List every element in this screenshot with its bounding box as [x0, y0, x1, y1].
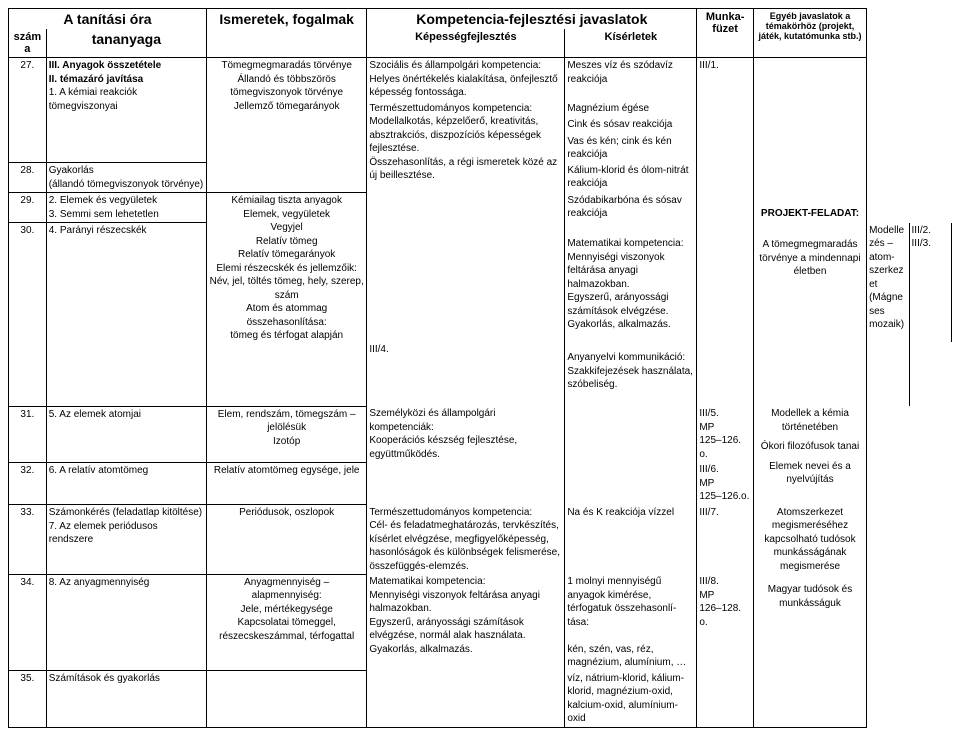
other-1a: PROJEKT-FELADAT:: [756, 207, 864, 221]
cell-skill-b: Természettudományos kompetencia: Modella…: [367, 101, 565, 343]
cell-topic-32: 6. A relatív atomtömeg: [46, 462, 206, 505]
cell-concept-f: Anyagmennyiség – alapmennyiség: Jele, mé…: [207, 574, 367, 671]
exp-b3: Vas és kén; cink és kén reakciója: [567, 135, 694, 162]
cell-wb-2: III/2. III/3.: [909, 223, 951, 343]
cell-wb-5: III/5. MP 125–126. o.: [697, 406, 754, 462]
other-1b: A tömegmegmaradás törvénye a mindennapi …: [756, 238, 864, 279]
header-concepts: Ismeretek, fogalmak: [207, 9, 367, 58]
cell-exp-g: [565, 462, 697, 505]
cell-num-30: 30.: [9, 223, 47, 407]
exp-b2: Cink és sósav reakciója: [567, 118, 694, 132]
cell-wb-8: III/8. MP 126–128. o.: [697, 574, 754, 671]
row-33: 33. Számonkérés (feladatlap kitöltése) 7…: [9, 505, 952, 575]
cell-wb-4: III/4.: [367, 342, 565, 406]
cell-num-29: 29.: [9, 193, 47, 223]
cell-other-blank: [753, 58, 866, 193]
cell-concept-g: [207, 671, 367, 728]
skill-c1: Matematikai kompetencia: Mennyiségi visz…: [567, 237, 694, 332]
cell-topic-27: III. Anyagok összetételeII. témazáró jav…: [46, 58, 206, 163]
header-lesson: A tanítási óra: [9, 9, 207, 30]
cell-topic-31: 5. Az elemek atomjai: [46, 406, 206, 462]
row-31: 31. 5. Az elemek atomjai Elem, rendszám,…: [9, 406, 952, 462]
cell-skill-g: Matematikai kompetencia: Mennyiségi visz…: [367, 574, 565, 671]
header-skills: Képességfejlesztés: [367, 29, 565, 58]
header-workbook: Munka-füzet: [697, 9, 754, 58]
cell-num-32: 32.: [9, 462, 47, 505]
text-27: III. Anyagok összetételeII. témazáró jav…: [49, 60, 161, 112]
cell-other-2: Modellek a kémia történetében Ókori filo…: [753, 406, 866, 505]
cell-num-34: 34.: [9, 574, 47, 671]
header-row-1: A tanítási óra Ismeretek, fogalmak Kompe…: [9, 9, 952, 30]
wb2a: III/2.: [912, 224, 949, 238]
cell-topic-35: Számítások és gyakorlás: [46, 671, 206, 728]
header-experiments: Kísérletek: [565, 29, 697, 58]
cell-other-3: Atomszerkezet megismeréséhez kapcsolható…: [753, 505, 866, 728]
cell-topic-29: 2. Elemek és vegyületek 3. Semmi sem leh…: [46, 193, 206, 223]
exp-b1: Magnézium égése: [567, 102, 694, 116]
cell-skill-a: Szociális és állampolgári kompetencia: H…: [367, 58, 565, 101]
cell-num-33: 33.: [9, 505, 47, 575]
cell-skill-h: [367, 671, 565, 728]
other-2c: Elemek nevei és a nyelvújítás: [756, 460, 864, 487]
skill-c2: Anyanyelvi kommunikáció: Szakkifejezések…: [567, 351, 694, 392]
cell-num-35: 35.: [9, 671, 47, 728]
cell-num-28: 28.: [9, 163, 47, 193]
cell-exp-j: víz, nátrium-klorid, kálium-klorid, magn…: [565, 671, 697, 728]
other-3a: Atomszerkezet megismeréséhez kapcsolható…: [756, 506, 864, 574]
lesson-plan-table: A tanítási óra Ismeretek, fogalmak Kompe…: [8, 8, 952, 728]
cell-wb-1: III/1.: [697, 58, 754, 343]
cell-exp-h: Na és K reakciója vízzel: [565, 505, 697, 575]
cell-skill-f: Természettudományos kompetencia: Cél- és…: [367, 505, 565, 575]
cell-wb-6: III/6. MP 125–126.o.: [697, 462, 754, 505]
cell-concept-d: Relatív atomtömeg egysége, jele: [207, 462, 367, 505]
cell-exp-a: Meszes víz és szódavíz reakciója: [565, 58, 697, 101]
cell-exp-f: [565, 406, 697, 462]
cell-wb-7: III/7.: [697, 505, 754, 575]
cell-topic-28: Gyakorlás (állandó tömegviszonyok törvén…: [46, 163, 206, 193]
cell-num-31: 31.: [9, 406, 47, 462]
cell-exp-d: Szódabikarbóna és sósav reakciója: [565, 193, 697, 223]
cell-exp-c: Kálium-klorid és ólom-nitrát reakciója: [565, 163, 697, 193]
cell-other-1: PROJEKT-FELADAT: A tömegmegmaradás törvé…: [753, 193, 866, 407]
cell-skill-e: [367, 462, 565, 505]
cell-concept-b: Kémiailag tiszta anyagok Elemek, vegyüle…: [207, 193, 367, 407]
cell-topic-34: 8. Az anyagmennyiség: [46, 574, 206, 671]
header-topic: tananyaga: [46, 29, 206, 58]
row-pre27: 27. III. Anyagok összetételeII. témazáró…: [9, 58, 952, 101]
cell-exp-i: 1 molnyi mennyiségű anyagok kimérése, té…: [565, 574, 697, 671]
cell-concept-a: Tömegmegmaradás törvénye Állandó és több…: [207, 58, 367, 193]
cell-concept-e: Periódusok, oszlopok: [207, 505, 367, 575]
header-other: Egyéb javaslatok a témakörhöz (projekt, …: [753, 9, 866, 58]
cell-skill-c: Matematikai kompetencia: Mennyiségi visz…: [565, 223, 697, 407]
wb2b: III/3.: [912, 237, 949, 251]
other-2b: Ókori filozófusok tanai: [756, 440, 864, 454]
cell-wb-9: [697, 671, 754, 728]
cell-topic-33: Számonkérés (feladatlap kitöltése) 7. Az…: [46, 505, 206, 575]
header-competence: Kompetencia-fejlesztési javaslatok: [367, 9, 697, 30]
other-2a: Modellek a kémia történetében: [756, 407, 864, 434]
cell-topic-30: 4. Parányi részecskék: [46, 223, 206, 407]
cell-num-27: 27.: [9, 58, 47, 163]
cell-skill-d: Személyközi és állampolgári kompetenciák…: [367, 406, 565, 462]
cell-exp-b: Magnézium égése Cink és sósav reakciója …: [565, 101, 697, 163]
header-num: száma: [9, 29, 47, 58]
cell-exp-e: Modellezés – atom-szerkezet (Mágneses mo…: [867, 223, 909, 407]
cell-concept-c: Elem, rendszám, tömegszám – jelölésük Iz…: [207, 406, 367, 462]
